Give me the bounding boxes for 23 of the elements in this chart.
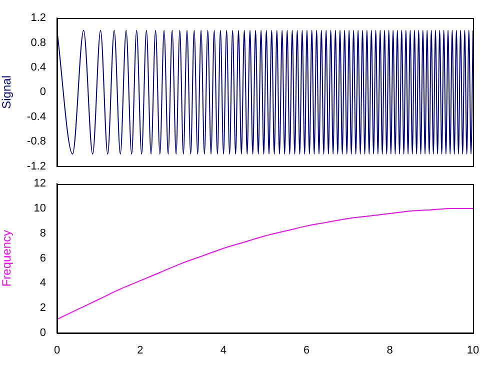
y-tick-label: 8: [40, 227, 46, 240]
y-tick-label: -0.4: [27, 110, 46, 123]
y-tick-label: 0.8: [30, 36, 46, 49]
y-tick-label: 0.4: [30, 62, 46, 74]
x-tick-label: 10: [466, 344, 480, 357]
x-tick-label: 2: [137, 344, 144, 357]
y-tick-label: 12: [34, 178, 46, 190]
y-tick-label: -0.8: [27, 136, 46, 148]
y-axis-title: Signal: [0, 76, 14, 109]
y-tick-label: 0: [40, 327, 46, 340]
x-tick-label: 0: [54, 344, 60, 357]
y-tick-label: -1.2: [27, 160, 46, 172]
x-tick-label: 6: [304, 344, 310, 357]
y-tick-label: 6: [40, 252, 46, 264]
y-tick-label: 4: [40, 277, 46, 290]
y-tick-label: 2: [40, 302, 46, 314]
y-tick-label: 0: [40, 86, 46, 98]
y-tick-label: 10: [34, 202, 46, 215]
y-tick-label: 1.2: [30, 12, 46, 24]
x-tick-label: 8: [386, 344, 393, 357]
x-tick-label: 4: [220, 344, 226, 357]
line-series: [57, 208, 473, 320]
y-axis-title: Frequency: [0, 230, 14, 287]
